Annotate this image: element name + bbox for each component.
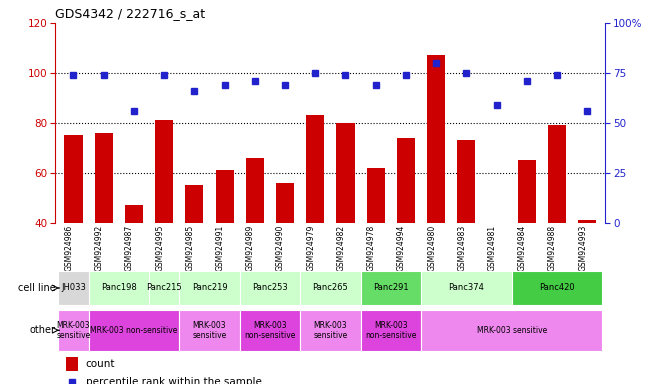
Bar [367, 168, 385, 223]
Text: GSM924993: GSM924993 [578, 225, 587, 271]
Bar [548, 125, 566, 223]
Bar [59, 271, 89, 305]
Text: GSM924995: GSM924995 [155, 225, 164, 271]
Text: other: other [30, 325, 56, 335]
Text: GSM924989: GSM924989 [246, 225, 255, 271]
Bar [59, 310, 89, 351]
Text: GSM924980: GSM924980 [427, 225, 436, 271]
Text: Panc265: Panc265 [312, 283, 348, 293]
Bar [179, 310, 240, 351]
Text: GSM924987: GSM924987 [125, 225, 134, 271]
Bar [337, 123, 355, 223]
Text: Panc198: Panc198 [101, 283, 137, 293]
Text: MRK-003 non-sensitive: MRK-003 non-sensitive [90, 326, 178, 335]
Bar [457, 140, 475, 223]
Text: GDS4342 / 222716_s_at: GDS4342 / 222716_s_at [55, 7, 206, 20]
Bar [240, 310, 300, 351]
Bar [149, 271, 179, 305]
Bar [518, 161, 536, 223]
Text: Panc291: Panc291 [373, 283, 409, 293]
Text: MRK-003
sensitive: MRK-003 sensitive [313, 321, 348, 340]
Bar [361, 310, 421, 351]
Bar [300, 310, 361, 351]
Bar [215, 170, 234, 223]
Bar [186, 185, 203, 223]
Bar [578, 220, 596, 223]
Bar [125, 205, 143, 223]
Text: GSM924982: GSM924982 [337, 225, 346, 271]
Text: GSM924990: GSM924990 [276, 225, 285, 271]
Text: Panc215: Panc215 [146, 283, 182, 293]
Bar [94, 133, 113, 223]
Text: GSM924986: GSM924986 [64, 225, 74, 271]
Text: percentile rank within the sample: percentile rank within the sample [85, 377, 262, 384]
Bar [240, 271, 300, 305]
Bar [245, 158, 264, 223]
Bar [427, 55, 445, 223]
Text: JH033: JH033 [61, 283, 86, 293]
Text: GSM924991: GSM924991 [215, 225, 225, 271]
Text: GSM924981: GSM924981 [488, 225, 497, 271]
Text: count: count [85, 359, 115, 369]
Bar [89, 310, 179, 351]
Text: GSM924994: GSM924994 [397, 225, 406, 271]
Text: GSM924979: GSM924979 [306, 225, 315, 271]
Bar [276, 183, 294, 223]
Text: cell line: cell line [18, 283, 56, 293]
Bar [421, 271, 512, 305]
Bar [512, 271, 602, 305]
Bar [300, 271, 361, 305]
Text: Panc374: Panc374 [449, 283, 484, 293]
Text: Panc219: Panc219 [191, 283, 227, 293]
Bar [397, 138, 415, 223]
Text: GSM924992: GSM924992 [94, 225, 104, 271]
Text: MRK-003
sensitive: MRK-003 sensitive [57, 321, 90, 340]
Bar [66, 357, 78, 371]
Text: MRK-003
non-sensitive: MRK-003 non-sensitive [244, 321, 296, 340]
Text: Panc420: Panc420 [539, 283, 575, 293]
Bar [155, 120, 173, 223]
Bar [64, 135, 83, 223]
Bar [421, 310, 602, 351]
Text: GSM924985: GSM924985 [186, 225, 195, 271]
Text: MRK-003
sensitive: MRK-003 sensitive [192, 321, 227, 340]
Text: MRK-003 sensitive: MRK-003 sensitive [477, 326, 547, 335]
Text: GSM924978: GSM924978 [367, 225, 376, 271]
Bar [179, 271, 240, 305]
Text: GSM924983: GSM924983 [458, 225, 466, 271]
Text: GSM924988: GSM924988 [548, 225, 557, 271]
Text: GSM924984: GSM924984 [518, 225, 527, 271]
Bar [361, 271, 421, 305]
Text: MRK-003
non-sensitive: MRK-003 non-sensitive [365, 321, 417, 340]
Bar [306, 115, 324, 223]
Bar [89, 271, 149, 305]
Text: Panc253: Panc253 [252, 283, 288, 293]
